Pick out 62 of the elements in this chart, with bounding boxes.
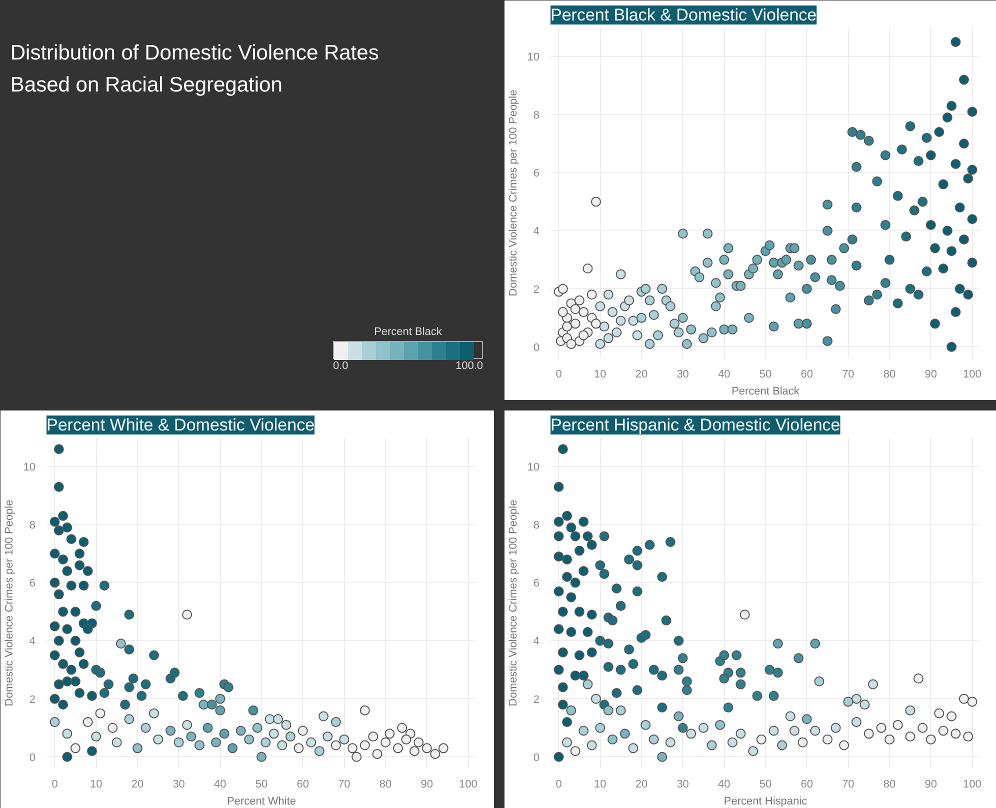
x-tick-label: 40 xyxy=(718,368,730,380)
x-tick-label: 30 xyxy=(172,778,185,790)
x-tick-label: 90 xyxy=(924,368,938,380)
y-axis-title: Domestic Violence Crimes per 100 People xyxy=(507,90,520,296)
y-tick-label: 4 xyxy=(533,226,540,238)
y-axis-title: Domestic Violence Crimes per 100 People xyxy=(507,500,520,706)
y-tick-label: 8 xyxy=(29,520,36,532)
chart-title: Percent Hispanic & Domestic Violence xyxy=(550,416,840,434)
y-tick-label: 8 xyxy=(533,110,540,122)
x-tick-label: 10 xyxy=(594,778,606,790)
x-tick-label: 20 xyxy=(635,368,648,380)
x-tick-label: 50 xyxy=(759,368,772,380)
x-tick-label: 0 xyxy=(556,368,562,380)
chart-title: Percent White & Domestic Violence xyxy=(46,416,315,434)
x-tick-label: 40 xyxy=(718,778,730,790)
y-tick-label: 10 xyxy=(23,462,36,474)
x-tick-label: 90 xyxy=(924,778,938,790)
y-tick-label: 6 xyxy=(533,168,540,180)
x-tick-label: 20 xyxy=(635,778,648,790)
x-tick-label: 70 xyxy=(842,778,854,790)
x-tick-label: 10 xyxy=(594,368,606,380)
x-axis-title: Percent White xyxy=(226,796,296,808)
x-tick-label: 30 xyxy=(676,368,689,380)
y-tick-label: 0 xyxy=(29,752,36,764)
x-tick-label: 80 xyxy=(883,368,896,380)
x-tick-label: 100 xyxy=(963,778,982,790)
y-tick-label: 8 xyxy=(533,520,540,532)
x-tick-label: 40 xyxy=(214,778,226,790)
x-axis-title: Percent Hispanic xyxy=(724,796,808,808)
x-tick-label: 0 xyxy=(52,778,58,790)
y-tick-label: 0 xyxy=(533,342,540,354)
y-tick-label: 6 xyxy=(29,578,36,590)
x-tick-label: 80 xyxy=(379,778,392,790)
x-tick-label: 70 xyxy=(338,778,350,790)
x-tick-label: 60 xyxy=(800,368,813,380)
x-tick-label: 20 xyxy=(131,778,144,790)
x-axis-title: Percent Black xyxy=(732,386,800,398)
x-tick-label: 90 xyxy=(420,778,434,790)
x-tick-label: 0 xyxy=(556,778,562,790)
x-tick-label: 30 xyxy=(676,778,689,790)
y-tick-label: 2 xyxy=(29,694,36,706)
x-tick-label: 50 xyxy=(255,778,268,790)
x-tick-label: 70 xyxy=(842,368,854,380)
x-tick-label: 50 xyxy=(759,778,772,790)
y-tick-label: 4 xyxy=(29,636,36,648)
chart-title: Percent Black & Domestic Violence xyxy=(550,6,817,24)
y-tick-label: 10 xyxy=(527,462,540,474)
x-tick-label: 60 xyxy=(800,778,813,790)
x-tick-label: 100 xyxy=(963,368,982,380)
x-tick-label: 100 xyxy=(459,778,478,790)
x-tick-label: 80 xyxy=(883,778,896,790)
y-tick-label: 2 xyxy=(533,284,540,296)
y-tick-label: 0 xyxy=(533,752,540,764)
y-tick-label: 2 xyxy=(533,694,540,706)
y-tick-label: 6 xyxy=(533,578,540,590)
x-tick-label: 60 xyxy=(296,778,309,790)
y-tick-label: 10 xyxy=(527,52,540,64)
x-tick-label: 10 xyxy=(90,778,102,790)
y-axis-title: Domestic Violence Crimes per 100 People xyxy=(3,500,16,706)
text: Distribution of Domestic Violence Rates Based on Racial Segregation xyxy=(10,42,379,96)
colour-legend: Percent Black 0.0 100.0 xyxy=(333,325,483,374)
y-tick-label: 4 xyxy=(533,636,540,648)
